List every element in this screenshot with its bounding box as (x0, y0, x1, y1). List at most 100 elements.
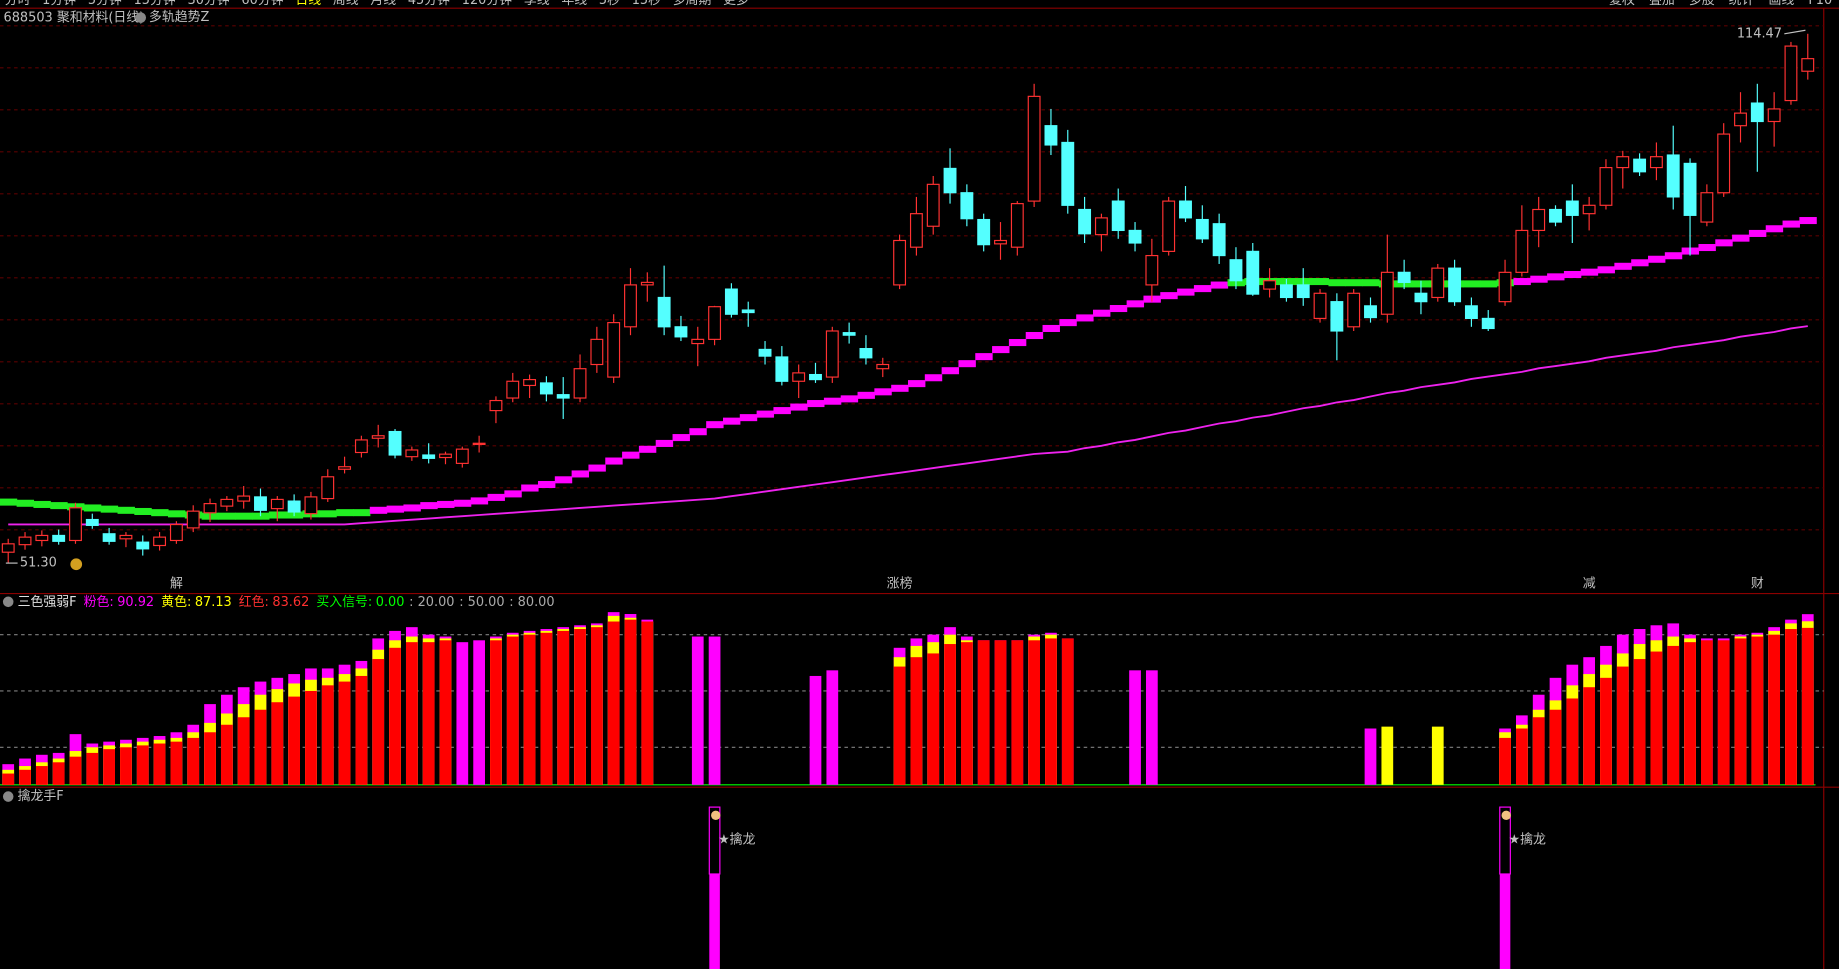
candle-body (405, 449, 419, 458)
legend-name: 黄色: (161, 593, 191, 609)
ma-step (470, 497, 489, 505)
legend: 三色强弱F 粉色: 90.92 黄色: 87.13 红色: 83.62 买入信号: 0.00: … (18, 593, 555, 609)
candle-body (203, 503, 217, 514)
toolbar-item[interactable]: 季线 (524, 0, 550, 8)
ma-step (352, 509, 371, 517)
menu-icon[interactable] (135, 12, 147, 23)
strength-bar (422, 642, 435, 785)
ma-step (807, 400, 825, 408)
candle-body (624, 284, 637, 328)
ma-step (167, 510, 186, 518)
strength-bar (1129, 670, 1141, 785)
strength-bar (1717, 640, 1730, 785)
ma-step (1328, 279, 1346, 287)
candle-body (758, 348, 772, 357)
toolbar-item[interactable]: 月线 (370, 0, 396, 8)
strength-bar (574, 629, 586, 785)
candle-body (573, 368, 587, 399)
candle-body (1532, 208, 1546, 232)
strength-bar (708, 636, 721, 785)
strength-bar (153, 743, 166, 785)
ma-step (1008, 339, 1027, 347)
strength-bar (1145, 670, 1158, 785)
toolbar-item[interactable]: 多股 (1689, 0, 1715, 8)
strength-bar (187, 737, 200, 785)
candle-body (422, 454, 436, 459)
ma-step (975, 353, 993, 361)
signal-bar (1499, 873, 1511, 969)
toolbar-item[interactable]: 多周期 (673, 0, 712, 8)
candle-body (1464, 305, 1478, 320)
toolbar-item[interactable]: 15分钟 (134, 0, 176, 8)
toolbar-item[interactable]: 日线 (295, 0, 321, 8)
strength-bar (1701, 640, 1713, 785)
ma-step (1160, 292, 1178, 300)
ma-step (487, 493, 505, 501)
toolbar-item[interactable]: 年线 (561, 0, 587, 8)
toolbar-item[interactable]: 45分钟 (408, 0, 450, 8)
ma-step (1362, 279, 1380, 287)
menu-icon[interactable] (2, 791, 14, 802)
toolbar-item[interactable]: 画线 (1769, 0, 1795, 8)
ma-step (336, 509, 354, 517)
ma-step (672, 434, 690, 442)
ma-step (1732, 234, 1750, 242)
panel-title: 擒龙手F (18, 788, 64, 804)
toolbar-item[interactable]: F10 (1808, 0, 1832, 8)
toolbar-item[interactable]: 120分钟 (462, 0, 512, 8)
toolbar-item[interactable]: 周线 (333, 0, 359, 8)
event-marker[interactable]: 财 (1751, 577, 1764, 592)
ma-step (1059, 319, 1077, 327)
candle-body (1145, 254, 1159, 286)
candle-body (52, 534, 66, 542)
candle-body (1767, 108, 1781, 123)
signal-icon (1501, 810, 1511, 821)
candle-body (1111, 200, 1125, 232)
toolbar-item[interactable]: 5秒 (599, 0, 620, 8)
strength-bar (1751, 636, 1764, 785)
toolbar-item[interactable]: 更多 (723, 0, 749, 8)
toolbar-item[interactable]: 复权 (1609, 0, 1635, 8)
toolbar-item[interactable]: 15秒 (632, 0, 661, 8)
event-marker[interactable]: 减 (1583, 577, 1596, 592)
toolbar-item[interactable]: 30分钟 (188, 0, 230, 8)
toolbar: 分时 1分钟 5分钟 15分钟 30分钟 60分钟 日线 周线 月线 45分钟 120分钟 季线 年线 5… (5, 0, 1833, 8)
signal-icon (711, 810, 721, 821)
strength-bar (1364, 728, 1377, 785)
ma-step (773, 407, 791, 415)
toolbar-item[interactable]: 1分钟 (42, 0, 76, 8)
candle-body (842, 332, 856, 336)
event-marker[interactable]: 涨榜 (887, 576, 913, 592)
toolbar-item[interactable]: 统计 (1729, 0, 1755, 8)
panel-title: 三色强弱F (18, 593, 77, 609)
toolbar-item[interactable]: 叠加 (1649, 0, 1675, 8)
candle-body (1296, 284, 1310, 299)
candle-body (1364, 305, 1377, 319)
ma-step (521, 484, 539, 492)
candle-body (523, 379, 537, 387)
legend-name: 红色: (239, 593, 269, 609)
info-icon[interactable] (70, 558, 83, 571)
toolbar-item[interactable]: 分时 (5, 0, 31, 8)
ma-line (8, 325, 1808, 526)
ma-step (739, 414, 758, 422)
candle-body (1212, 223, 1226, 257)
candle-body (691, 338, 705, 345)
strength-bar (590, 627, 603, 785)
candle-body (472, 442, 486, 446)
strength-bar (826, 670, 839, 785)
ma-step (1580, 268, 1599, 276)
event-marker[interactable]: 解 (170, 577, 183, 592)
toolbar-item[interactable]: 5分钟 (88, 0, 122, 8)
chart-title: 688503 聚和材料(日线) (4, 10, 145, 25)
candle-body (1599, 167, 1613, 206)
candle-body (1784, 45, 1798, 102)
strength-bar (1431, 726, 1444, 785)
strength-bar (389, 647, 401, 785)
ma-step (706, 421, 724, 429)
toolbar-item[interactable]: 60分钟 (241, 0, 283, 8)
strength-bar (624, 619, 637, 785)
menu-icon[interactable] (2, 596, 14, 608)
candle-body (607, 322, 621, 378)
ma-step (1177, 288, 1195, 296)
